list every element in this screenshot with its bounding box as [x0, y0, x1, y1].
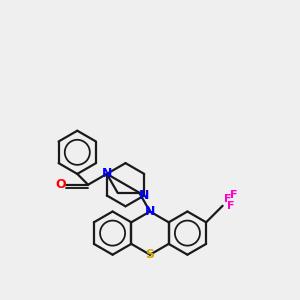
- Text: N: N: [139, 189, 149, 202]
- Text: N: N: [102, 167, 112, 180]
- Text: S: S: [146, 248, 154, 261]
- Text: N: N: [145, 205, 155, 218]
- Text: F: F: [230, 190, 238, 200]
- Text: F: F: [227, 201, 235, 211]
- Text: F: F: [224, 194, 232, 204]
- Text: O: O: [56, 178, 66, 191]
